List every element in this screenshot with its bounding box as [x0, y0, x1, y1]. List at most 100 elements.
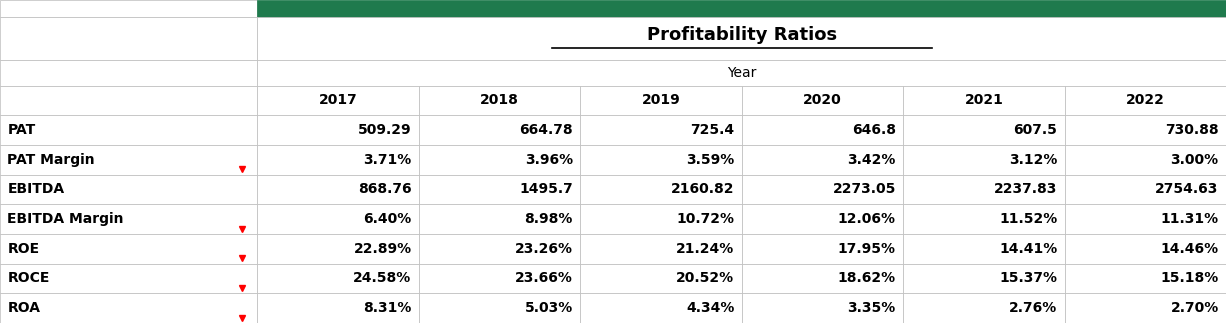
Text: 3.71%: 3.71% — [363, 153, 412, 167]
Text: 15.37%: 15.37% — [999, 272, 1057, 286]
Bar — [257, 175, 419, 204]
Bar — [580, 293, 742, 323]
Bar — [0, 175, 257, 204]
Text: 17.95%: 17.95% — [837, 242, 896, 256]
Bar — [419, 145, 580, 175]
Bar — [419, 234, 580, 264]
Text: ROE: ROE — [7, 242, 39, 256]
Text: 2020: 2020 — [803, 93, 842, 108]
Text: EBITDA Margin: EBITDA Margin — [7, 212, 124, 226]
Bar — [1064, 175, 1226, 204]
Bar — [419, 293, 580, 323]
Bar — [419, 86, 580, 115]
Bar — [742, 175, 904, 204]
Text: 22.89%: 22.89% — [353, 242, 412, 256]
Text: 2.76%: 2.76% — [1009, 301, 1057, 315]
Bar — [742, 264, 904, 293]
Bar — [580, 86, 742, 115]
Text: 23.26%: 23.26% — [515, 242, 573, 256]
Text: 2273.05: 2273.05 — [832, 182, 896, 196]
Text: 11.52%: 11.52% — [999, 212, 1057, 226]
Bar — [742, 115, 904, 145]
Text: 11.31%: 11.31% — [1161, 212, 1219, 226]
Text: 2021: 2021 — [965, 93, 1003, 108]
Text: 607.5: 607.5 — [1014, 123, 1057, 137]
Text: 664.78: 664.78 — [520, 123, 573, 137]
Text: PAT: PAT — [7, 123, 36, 137]
Text: Year: Year — [727, 66, 756, 80]
Bar — [0, 86, 257, 115]
Text: ROA: ROA — [7, 301, 40, 315]
Text: 3.35%: 3.35% — [847, 301, 896, 315]
Text: 18.62%: 18.62% — [837, 272, 896, 286]
Bar — [904, 234, 1064, 264]
Text: 5.03%: 5.03% — [525, 301, 573, 315]
Text: 8.98%: 8.98% — [525, 212, 573, 226]
Bar — [904, 86, 1064, 115]
Bar — [0, 115, 257, 145]
Text: 3.96%: 3.96% — [525, 153, 573, 167]
Bar — [904, 115, 1064, 145]
Bar — [1064, 234, 1226, 264]
Bar — [580, 115, 742, 145]
Bar — [257, 234, 419, 264]
Text: 20.52%: 20.52% — [677, 272, 734, 286]
Bar — [0, 17, 257, 60]
Bar — [742, 293, 904, 323]
Bar — [257, 17, 1226, 60]
Text: 21.24%: 21.24% — [676, 242, 734, 256]
Bar — [0, 293, 257, 323]
Text: 2022: 2022 — [1125, 93, 1165, 108]
Bar — [419, 175, 580, 204]
Bar — [257, 145, 419, 175]
Bar — [580, 145, 742, 175]
Bar — [742, 204, 904, 234]
Text: 8.31%: 8.31% — [363, 301, 412, 315]
Text: 3.12%: 3.12% — [1009, 153, 1057, 167]
Bar — [742, 86, 904, 115]
Bar — [257, 0, 1226, 17]
Text: 2160.82: 2160.82 — [671, 182, 734, 196]
Text: 2018: 2018 — [481, 93, 519, 108]
Text: 6.40%: 6.40% — [363, 212, 412, 226]
Bar — [742, 145, 904, 175]
Bar — [1064, 264, 1226, 293]
Text: 868.76: 868.76 — [358, 182, 412, 196]
Text: 1495.7: 1495.7 — [519, 182, 573, 196]
Bar — [257, 293, 419, 323]
Text: 646.8: 646.8 — [852, 123, 896, 137]
Bar — [419, 264, 580, 293]
Bar — [904, 264, 1064, 293]
Bar — [419, 204, 580, 234]
Text: 2017: 2017 — [319, 93, 358, 108]
Text: 23.66%: 23.66% — [515, 272, 573, 286]
Text: Profitability Ratios: Profitability Ratios — [646, 26, 837, 44]
Bar — [580, 264, 742, 293]
Text: EBITDA: EBITDA — [7, 182, 65, 196]
Bar — [1064, 86, 1226, 115]
Text: 3.42%: 3.42% — [847, 153, 896, 167]
Text: ROCE: ROCE — [7, 272, 50, 286]
Text: 14.41%: 14.41% — [999, 242, 1057, 256]
Bar — [257, 60, 1226, 86]
Bar — [419, 115, 580, 145]
Bar — [904, 204, 1064, 234]
Bar — [0, 60, 257, 86]
Bar — [904, 175, 1064, 204]
Text: 509.29: 509.29 — [358, 123, 412, 137]
Text: 2019: 2019 — [641, 93, 680, 108]
Text: 2.70%: 2.70% — [1171, 301, 1219, 315]
Bar — [1064, 204, 1226, 234]
Text: 12.06%: 12.06% — [837, 212, 896, 226]
Bar — [257, 264, 419, 293]
Bar — [0, 0, 257, 17]
Text: 2237.83: 2237.83 — [994, 182, 1057, 196]
Bar — [580, 175, 742, 204]
Bar — [257, 204, 419, 234]
Bar — [580, 204, 742, 234]
Text: 2754.63: 2754.63 — [1155, 182, 1219, 196]
Bar — [1064, 145, 1226, 175]
Bar — [1064, 115, 1226, 145]
Bar — [580, 234, 742, 264]
Text: 3.00%: 3.00% — [1171, 153, 1219, 167]
